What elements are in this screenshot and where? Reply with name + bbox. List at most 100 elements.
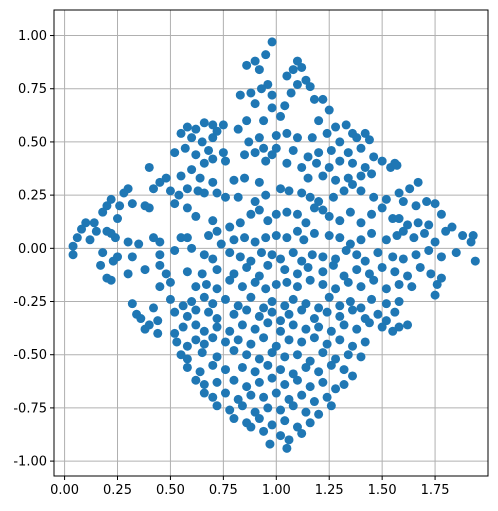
scatter-point (113, 214, 123, 224)
scatter-point (392, 160, 402, 170)
scatter-point (140, 324, 150, 334)
scatter-point (153, 316, 163, 326)
scatter-point (250, 367, 260, 377)
scatter-point (233, 301, 243, 311)
scatter-point (303, 173, 313, 183)
scatter-point (235, 218, 245, 228)
scatter-point (314, 116, 324, 126)
scatter-point (212, 188, 222, 198)
scatter-point (98, 248, 108, 258)
scatter-point (208, 254, 218, 264)
scatter-point (339, 380, 349, 389)
scatter-point (127, 199, 137, 209)
scatter-point (322, 392, 332, 402)
scatter-point (201, 279, 211, 289)
scatter-point (403, 220, 413, 230)
scatter-point (199, 188, 209, 198)
scatter-point (242, 262, 252, 272)
scatter-point (292, 350, 302, 360)
y-tick-label: -0.75 (13, 401, 47, 416)
scatter-point (182, 341, 192, 351)
scatter-point (199, 158, 209, 168)
scatter-point (341, 245, 351, 255)
scatter-point (301, 299, 311, 309)
scatter-point (267, 150, 277, 160)
scatter-point (377, 262, 387, 272)
scatter-point (229, 345, 239, 355)
scatter-point (153, 328, 163, 338)
scatter-point (182, 184, 192, 194)
scatter-point (309, 203, 319, 213)
scatter-point (263, 260, 273, 270)
scatter-point (263, 403, 273, 413)
scatter-point (377, 322, 387, 332)
scatter-point (225, 326, 235, 336)
scatter-point (307, 250, 317, 260)
scatter-point (229, 414, 239, 424)
scatter-point (343, 148, 353, 158)
scatter-point (182, 354, 192, 364)
scatter-point (233, 394, 243, 404)
scatter-point (381, 235, 391, 245)
scatter-point (282, 158, 292, 168)
scatter-point (318, 252, 328, 262)
scatter-point (271, 209, 281, 219)
scatter-point (271, 231, 281, 241)
scatter-point (314, 303, 324, 313)
scatter-point (331, 122, 341, 132)
scatter-point (314, 367, 324, 377)
scatter-point (331, 175, 341, 185)
scatter-point (424, 220, 434, 230)
scatter-point (250, 99, 260, 109)
scatter-point (271, 341, 281, 351)
x-tick-label: 1.50 (368, 483, 397, 498)
x-tick-label: 1.75 (421, 483, 450, 498)
scatter-point (436, 252, 446, 262)
scatter-point (254, 377, 264, 387)
scatter-point (345, 239, 355, 249)
scatter-point (367, 228, 377, 238)
scatter-point (305, 356, 315, 366)
scatter-point (364, 269, 374, 279)
scatter-point (242, 382, 252, 392)
scatter-point (314, 409, 324, 419)
y-tick-label: 0.50 (18, 135, 47, 150)
scatter-point (352, 324, 362, 334)
scatter-point (77, 224, 87, 234)
scatter-point (242, 60, 252, 70)
scatter-point (204, 231, 214, 241)
scatter-point (216, 239, 226, 249)
scatter-point (208, 154, 218, 164)
x-tick-label: 0.75 (209, 483, 238, 498)
scatter-point (267, 420, 277, 430)
scatter-point (199, 388, 209, 398)
scatter-point (267, 373, 277, 383)
y-tick-label: -0.25 (13, 295, 47, 310)
scatter-point (106, 275, 116, 285)
scatter-point (267, 307, 277, 317)
scatter-point (276, 365, 286, 375)
scatter-point (172, 337, 182, 347)
scatter-point (149, 303, 158, 313)
scatter-point (136, 314, 146, 324)
scatter-point (360, 256, 370, 266)
scatter-point (170, 199, 180, 209)
scatter-point (212, 265, 222, 275)
scatter-point (191, 282, 201, 292)
scatter-point (356, 235, 366, 245)
scatter-point (242, 116, 252, 126)
scatter-point (292, 56, 302, 66)
scatter-point (299, 235, 309, 245)
scatter-point (280, 416, 290, 426)
y-tick-label: -1.00 (13, 455, 47, 470)
scatter-point (212, 314, 222, 324)
scatter-point (292, 282, 302, 292)
scatter-point (335, 301, 345, 311)
scatter-point (220, 192, 230, 202)
scatter-point (276, 184, 286, 194)
scatter-point (161, 173, 171, 183)
scatter-point (229, 309, 239, 319)
scatter-point (197, 269, 207, 279)
scatter-point (305, 82, 315, 92)
scatter-point (348, 305, 358, 315)
